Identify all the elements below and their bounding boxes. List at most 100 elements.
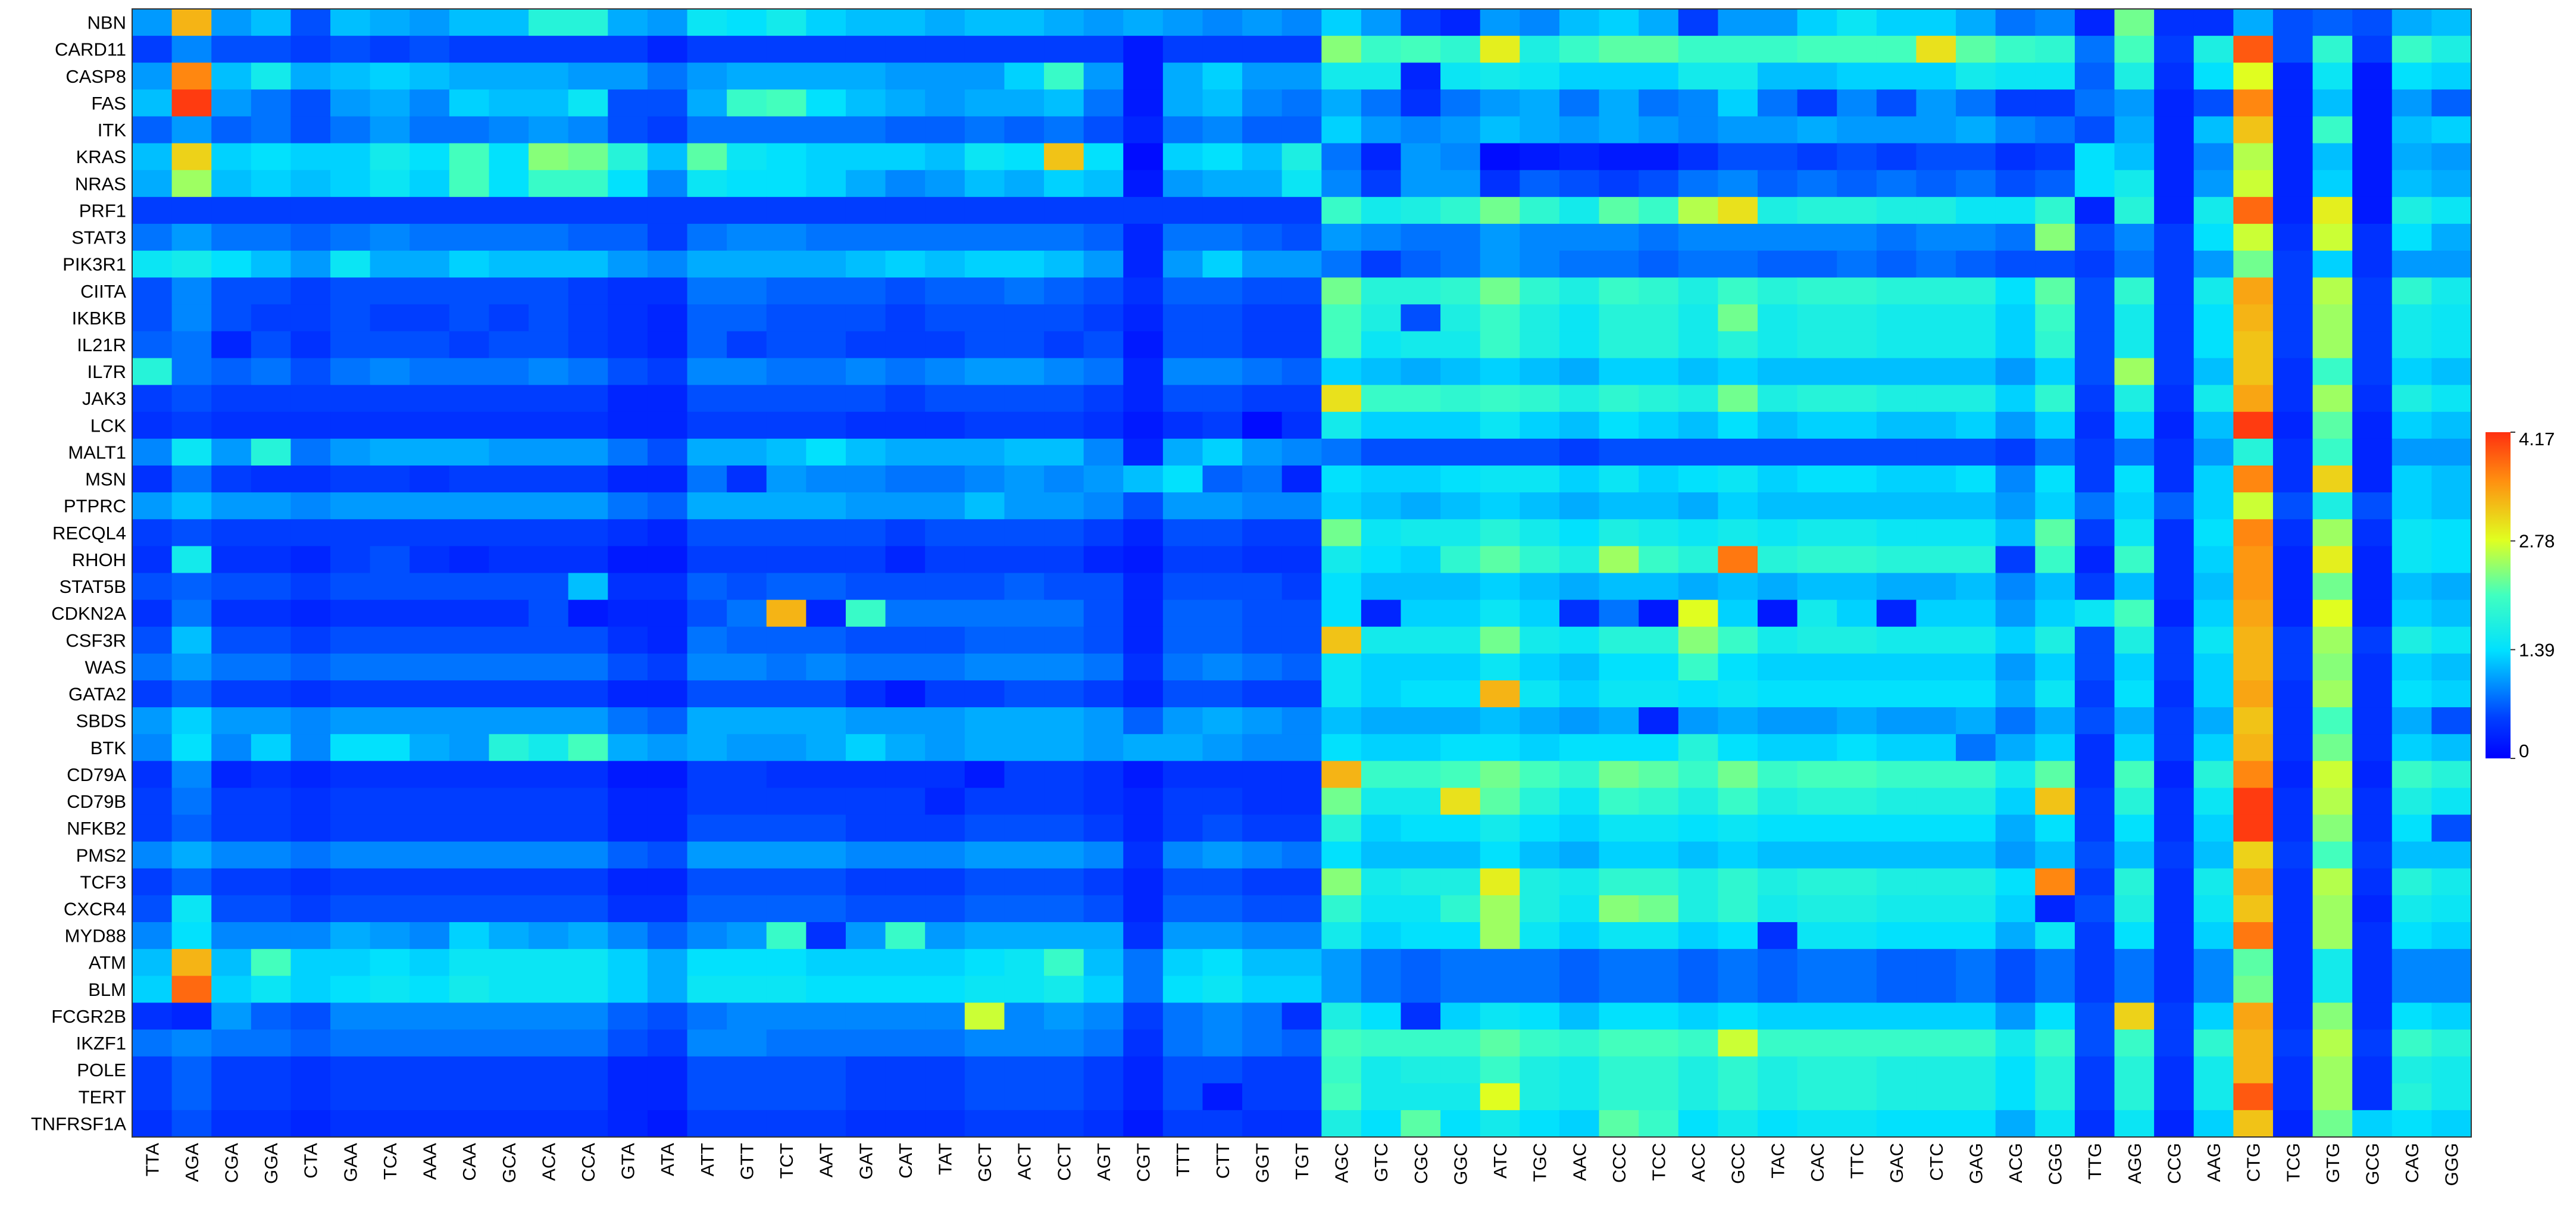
heatmap-cell [251, 1056, 292, 1084]
heatmap-cell [1520, 492, 1560, 520]
heatmap-cell [449, 976, 490, 1004]
heatmap-cell [1162, 626, 1203, 654]
heatmap-cell [251, 707, 292, 735]
heatmap-cell [2154, 36, 2194, 63]
heatmap-cell [2114, 466, 2155, 493]
heatmap-cell [171, 1002, 212, 1030]
row-label: NFKB2 [67, 818, 126, 839]
heatmap-cell [1321, 599, 1362, 627]
heatmap-cell [1202, 411, 1243, 439]
heatmap-cell [1916, 89, 1956, 117]
heatmap-cell [2154, 573, 2194, 601]
heatmap-cell [1956, 1083, 1996, 1111]
heatmap-cell [1440, 1002, 1481, 1030]
column-label: TGC [1530, 1143, 1550, 1182]
heatmap-cell [1916, 761, 1956, 789]
heatmap-cell [409, 36, 450, 63]
heatmap-cell [2272, 895, 2314, 923]
heatmap-cell [370, 492, 410, 520]
heatmap-cell [132, 331, 173, 359]
heatmap-cell [687, 546, 727, 574]
heatmap-cell [1758, 573, 1798, 601]
heatmap-cell [2352, 895, 2393, 923]
row-label: STAT5B [59, 576, 126, 597]
heatmap-cell [1797, 976, 1837, 1004]
heatmap-cell [1995, 170, 2036, 198]
heatmap-cell [1361, 653, 1402, 681]
row-label: NRAS [75, 173, 126, 194]
heatmap-cell [2272, 277, 2314, 305]
row-label: CASP8 [65, 66, 126, 87]
heatmap-cell [1559, 277, 1600, 305]
heatmap-cell [1162, 36, 1203, 63]
heatmap-cell [1718, 573, 1758, 601]
heatmap-cell [1480, 63, 1520, 90]
heatmap-cell [449, 170, 490, 198]
heatmap-cell [409, 653, 450, 681]
heatmap-cell [2114, 196, 2155, 224]
column-label: GCG [2362, 1143, 2383, 1185]
heatmap-cell [2391, 1029, 2432, 1057]
heatmap-cell [1361, 976, 1402, 1004]
heatmap-cell [1004, 788, 1045, 816]
heatmap-cell [1956, 895, 1996, 923]
heatmap-cell [2272, 788, 2314, 816]
heatmap-cell [1876, 358, 1917, 386]
heatmap-cell [1202, 922, 1243, 949]
heatmap-cell [370, 36, 410, 63]
heatmap-cell [370, 358, 410, 386]
heatmap-cell [845, 788, 886, 816]
heatmap-cell [1321, 895, 1362, 923]
heatmap-cell [1123, 89, 1164, 117]
heatmap-cell [806, 841, 846, 869]
heatmap-cell [1876, 868, 1917, 896]
heatmap-cell [1004, 519, 1045, 546]
heatmap-cell [290, 251, 331, 278]
heatmap-cell [1916, 573, 1956, 601]
heatmap-cell [2035, 223, 2075, 251]
heatmap-cell [409, 680, 450, 708]
heatmap-cell [1718, 949, 1758, 976]
heatmap-cell [1361, 63, 1402, 90]
heatmap-cell [2193, 734, 2234, 761]
heatmap-cell [1876, 734, 1917, 761]
heatmap-cell [2352, 9, 2393, 36]
heatmap-cell [1797, 546, 1837, 574]
heatmap-cell [1995, 304, 2036, 332]
heatmap-cell [1837, 707, 1877, 735]
heatmap-cell [1758, 707, 1798, 735]
column-label: CCC [1609, 1143, 1630, 1183]
heatmap-cell [1281, 680, 1322, 708]
heatmap-cell [1321, 519, 1362, 546]
heatmap-cell [766, 573, 806, 601]
heatmap-cell [647, 331, 688, 359]
heatmap-cell [2074, 223, 2115, 251]
heatmap-cell [1004, 466, 1045, 493]
heatmap-cell [647, 9, 688, 36]
heatmap-cell [2312, 546, 2353, 574]
heatmap-cell [2272, 223, 2314, 251]
heatmap-cell [2431, 331, 2472, 359]
heatmap-cell [211, 438, 252, 466]
heatmap-cell [1123, 170, 1164, 198]
heatmap-cell [529, 680, 569, 708]
heatmap-cell [529, 304, 569, 332]
heatmap-cell [489, 707, 529, 735]
heatmap-cell [1599, 63, 1639, 90]
heatmap-cell [1916, 626, 1956, 654]
heatmap-cell [1559, 680, 1600, 708]
heatmap-cell [1321, 573, 1362, 601]
heatmap-cell [1440, 841, 1481, 869]
heatmap-cell [1321, 116, 1362, 144]
heatmap-cell [1480, 223, 1520, 251]
heatmap-cell [608, 761, 648, 789]
heatmap-cell [171, 36, 212, 63]
heatmap-cell [845, 116, 886, 144]
heatmap-cell [529, 895, 569, 923]
heatmap-cell [885, 304, 926, 332]
heatmap-cell [1876, 599, 1917, 627]
heatmap-cell [1480, 466, 1520, 493]
heatmap-cell [1361, 196, 1402, 224]
heatmap-cell [529, 411, 569, 439]
heatmap-cell [370, 922, 410, 949]
